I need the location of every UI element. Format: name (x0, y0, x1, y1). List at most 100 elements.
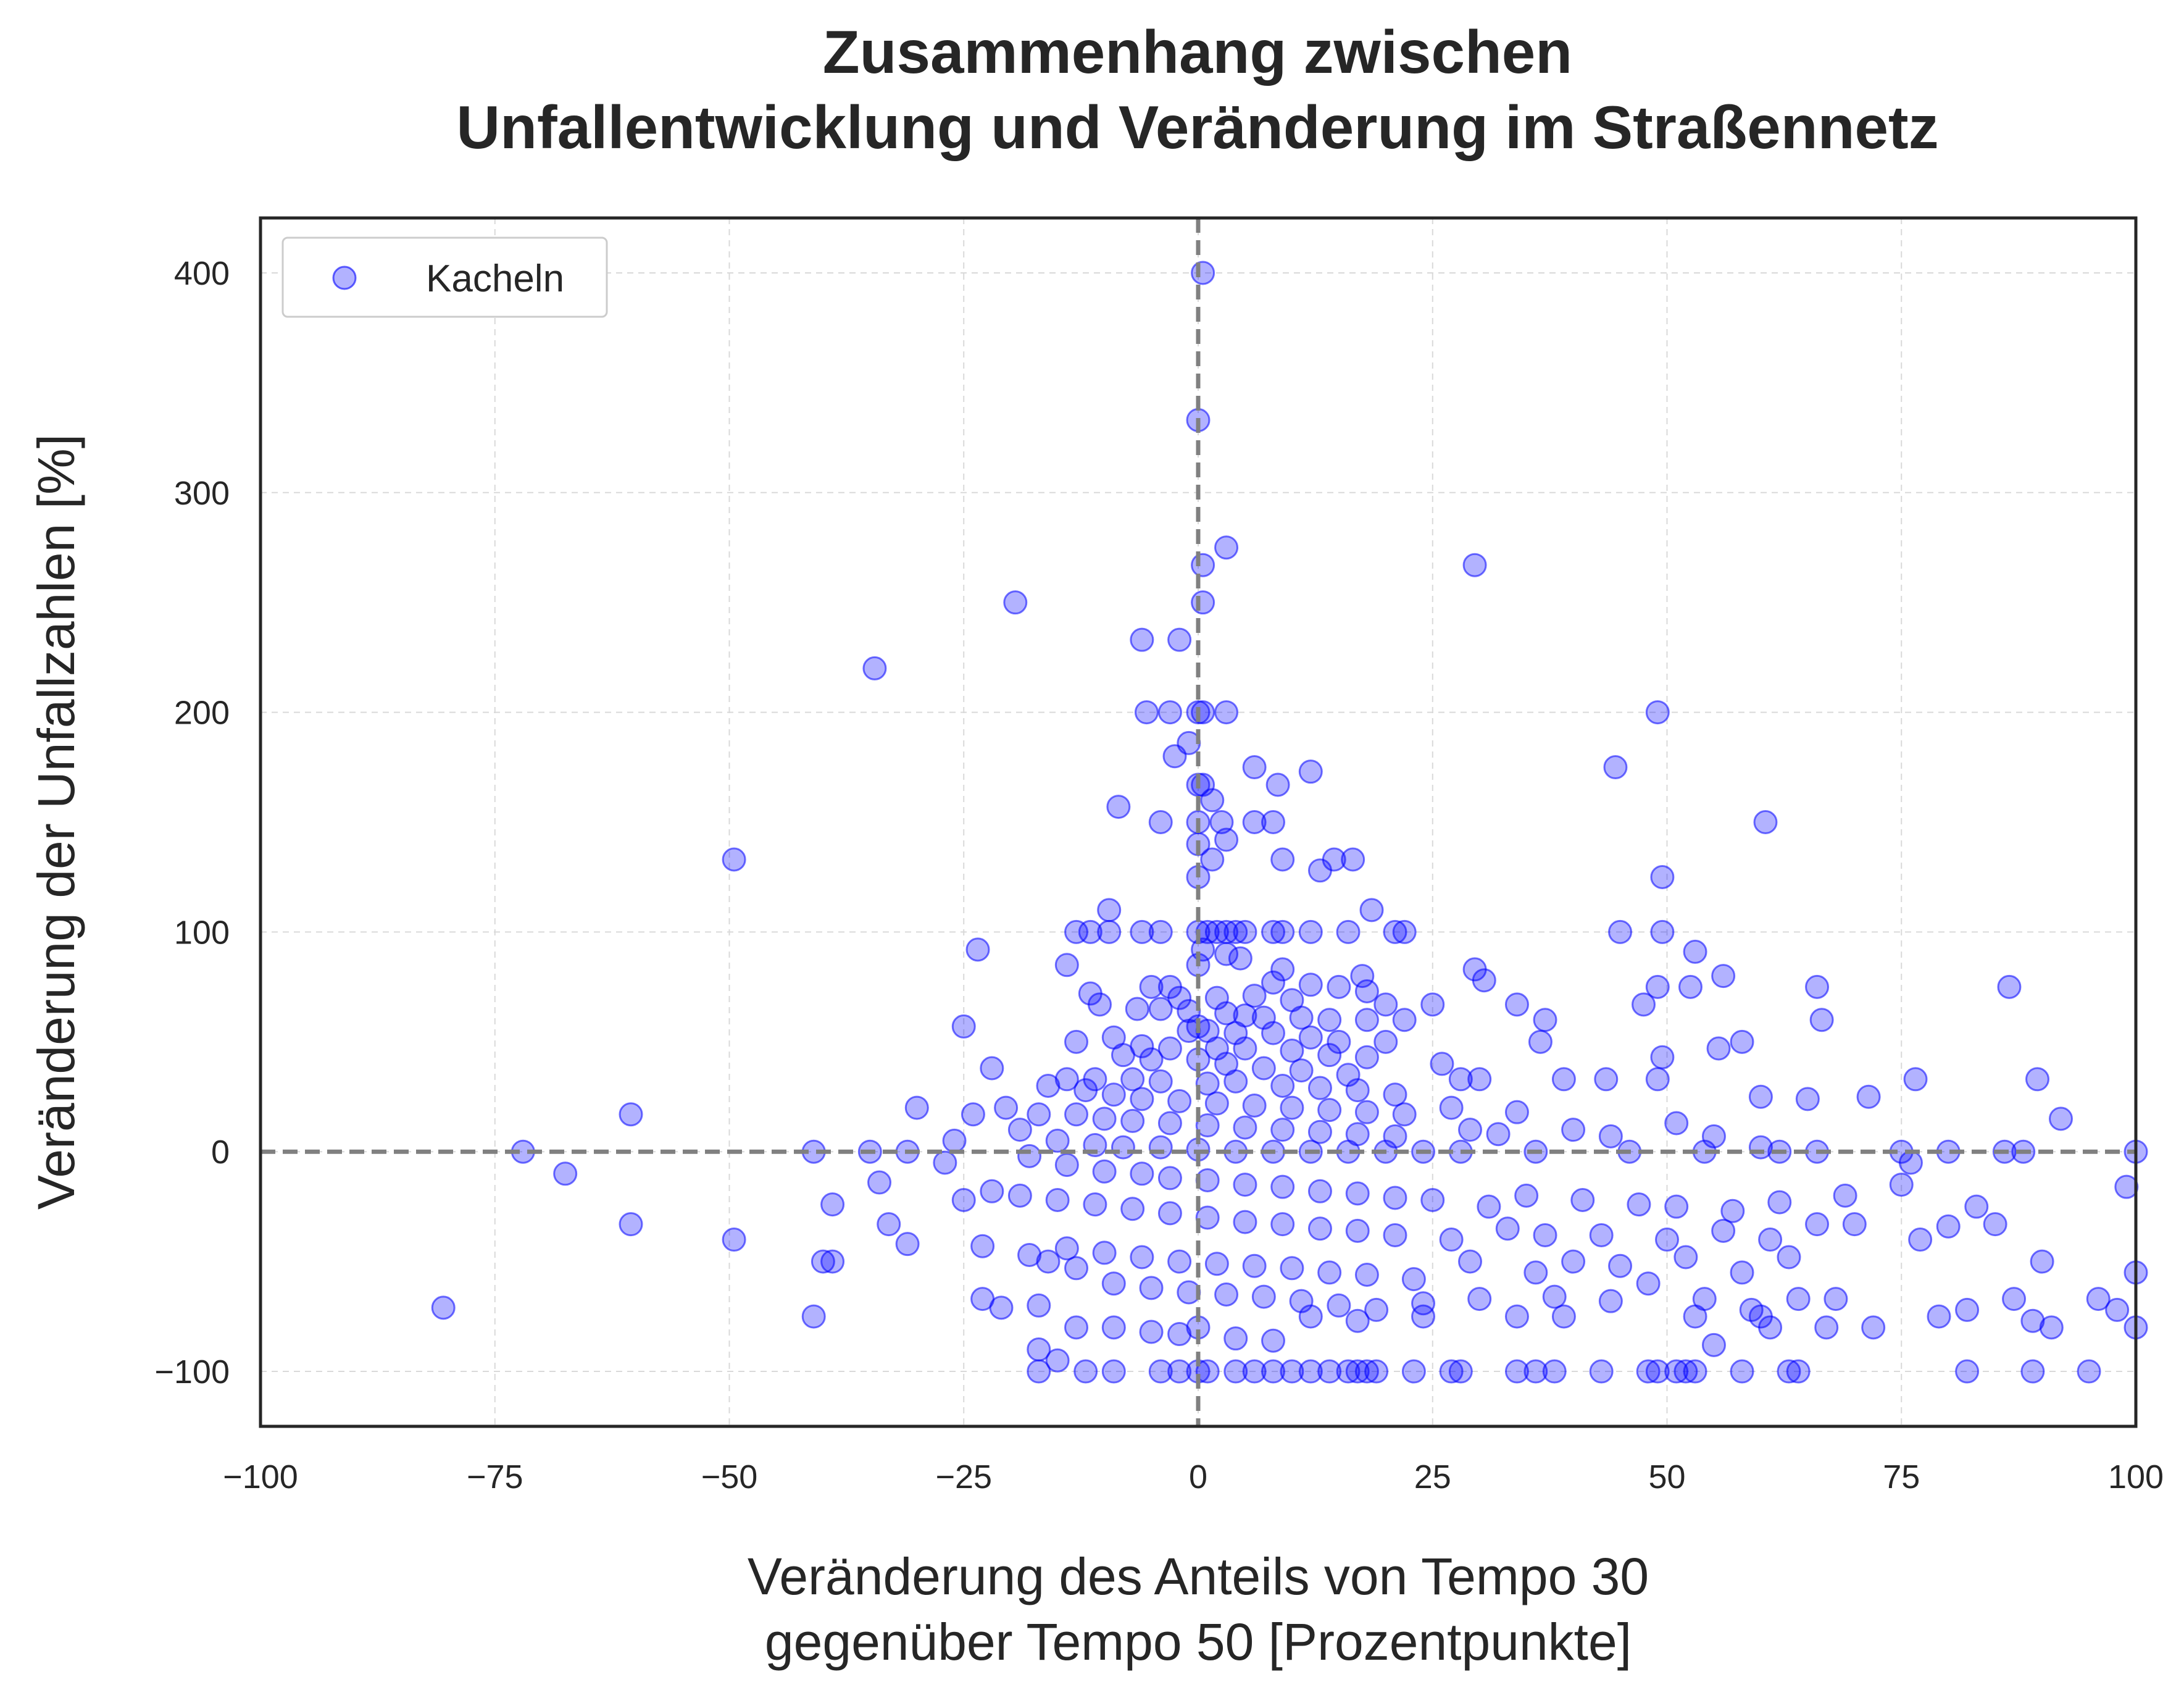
data-point (1214, 827, 1239, 852)
data-point (1261, 1021, 1286, 1045)
data-point (1683, 1359, 1707, 1384)
data-point (1130, 1245, 1154, 1270)
data-point (1157, 1166, 1182, 1190)
data-point (1354, 1045, 1379, 1069)
data-point (1139, 1320, 1164, 1344)
data-point (1467, 1067, 1492, 1092)
data-point (1214, 1282, 1239, 1307)
data-point (1383, 1223, 1407, 1247)
data-point (1608, 1253, 1633, 1278)
data-point (1017, 1242, 1042, 1267)
data-point (1777, 1245, 1801, 1270)
data-point (1758, 1228, 1783, 1252)
data-point (1345, 1181, 1370, 1206)
data-point (2020, 1308, 2045, 1333)
data-point (1805, 1212, 1830, 1237)
data-point (1720, 1198, 1745, 1223)
data-point (1270, 847, 1295, 872)
data-point (1523, 1359, 1548, 1384)
data-point (1345, 1078, 1370, 1103)
data-point (1336, 1359, 1361, 1384)
data-point (1392, 919, 1417, 944)
data-point (1130, 919, 1154, 944)
data-point (1683, 939, 1707, 964)
data-point (1533, 1223, 1557, 1247)
data-point (1289, 1005, 1314, 1030)
data-point (722, 847, 746, 872)
data-point (1233, 1036, 1257, 1061)
data-point (1598, 1124, 1623, 1148)
data-point (2002, 1287, 2027, 1311)
data-point (1195, 1071, 1220, 1096)
data-point (1054, 1153, 1079, 1178)
data-point (1111, 1135, 1135, 1160)
data-point (1645, 700, 1670, 725)
data-point (1392, 1008, 1417, 1032)
data-point (1364, 1359, 1389, 1384)
data-point (1162, 744, 1187, 769)
data-point (1495, 1216, 1520, 1241)
data-point (1242, 810, 1267, 834)
data-point (1003, 590, 1028, 615)
data-point (1551, 1067, 1576, 1092)
data-point (1088, 992, 1112, 1017)
data-point (1233, 1173, 1257, 1197)
data-point (1200, 847, 1225, 872)
data-point (1598, 1289, 1623, 1313)
data-point (1092, 1240, 1117, 1265)
data-point (965, 937, 990, 962)
data-point (1101, 1359, 1126, 1384)
data-point (1204, 1252, 1229, 1276)
data-point (1298, 1304, 1323, 1329)
data-point (1359, 898, 1384, 922)
data-point (1350, 964, 1375, 989)
data-point (1064, 1029, 1089, 1054)
data-point (1233, 1210, 1257, 1234)
y-axis-ticks: −100 0 100 200 300 400 (154, 255, 230, 1391)
data-point (1650, 919, 1675, 944)
data-point (1036, 1073, 1061, 1098)
data-point (895, 1232, 920, 1257)
data-point (1327, 974, 1351, 999)
data-point (1833, 1183, 1857, 1208)
data-point (1120, 1067, 1145, 1092)
data-point (1027, 1293, 1051, 1318)
data-point (1167, 1359, 1192, 1384)
data-point (1383, 919, 1407, 944)
data-point (1125, 997, 1149, 1021)
data-point (1542, 1359, 1567, 1384)
data-point (989, 1295, 1014, 1320)
data-point (1130, 1161, 1154, 1186)
data-point (1167, 1322, 1192, 1347)
legend-marker (332, 266, 357, 290)
y-tick-label: 400 (174, 255, 230, 292)
data-point (1280, 1256, 1304, 1281)
data-point (1054, 1067, 1079, 1092)
data-point (1064, 1256, 1089, 1281)
data-point (1270, 1174, 1295, 1199)
data-point (1289, 1058, 1314, 1083)
data-point (1167, 1089, 1192, 1113)
legend-label: Kacheln (426, 257, 564, 300)
data-point (1645, 974, 1670, 999)
data-point (1936, 1214, 1961, 1239)
data-point (1678, 974, 1703, 999)
data-point (1842, 1212, 1867, 1237)
data-point (1823, 1287, 1848, 1311)
data-point (1167, 1249, 1192, 1274)
data-point (1242, 1359, 1267, 1384)
data-point (1589, 1223, 1614, 1247)
data-point (867, 1170, 892, 1195)
data-point (1120, 1197, 1145, 1221)
data-point (1551, 1304, 1576, 1329)
data-point (1195, 1359, 1220, 1384)
x-axis-ticks: −100 −75 −50 −25 0 25 50 75 100 (223, 1458, 2164, 1495)
data-point (820, 1192, 845, 1217)
data-point (619, 1212, 643, 1237)
data-point (1317, 1260, 1342, 1285)
data-point (1354, 1008, 1379, 1032)
data-point (1927, 1304, 1951, 1329)
data-point (1472, 968, 1496, 993)
data-point (1106, 795, 1131, 819)
